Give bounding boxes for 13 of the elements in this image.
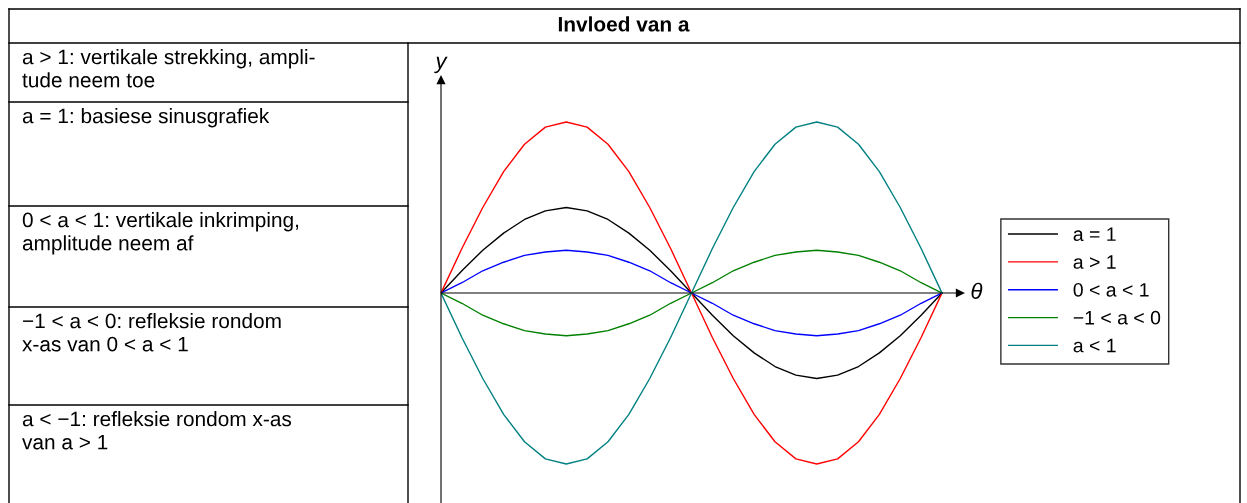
text: 0 < a < 1: vertikale inkrimping, amplitude neem af: [22, 212, 299, 255]
x-axis-title: θ: [971, 282, 983, 299]
legend-label: a < 1: [1073, 338, 1116, 353]
text: a > 1: vertikale strekking, ampli- tude neem toe: [22, 49, 315, 88]
legend-label: a = 1: [1073, 227, 1116, 242]
legend-label: 0 < a < 1: [1073, 282, 1149, 297]
legend-label: −1 < a < 0: [1073, 310, 1161, 325]
text: a = 1: basiese sinusgrafiek: [22, 108, 270, 128]
y-axis-title: y: [434, 56, 448, 74]
text: −1 < a < 0: refleksie rondom x-as van 0 < a < 1: [22, 313, 281, 352]
chart-title: Invloed van a: [558, 16, 690, 32]
text: a < −1: refleksie rondom x-as van a > 1: [22, 411, 292, 450]
legend-label: a > 1: [1073, 255, 1116, 269]
